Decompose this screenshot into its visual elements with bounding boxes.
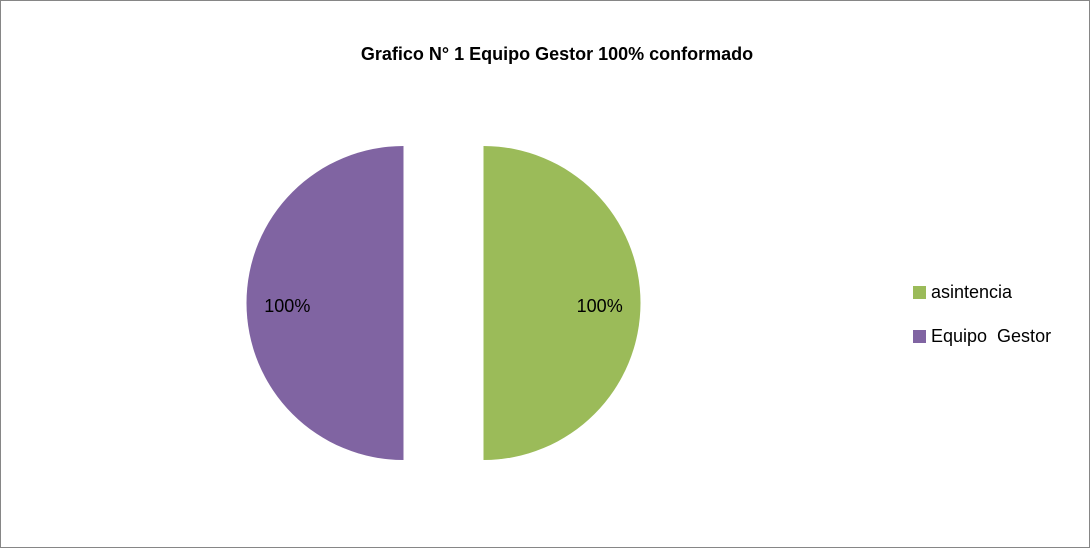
data-label: 100%: [577, 296, 623, 316]
legend-swatch: [913, 286, 926, 299]
pie-slice: [483, 146, 641, 460]
chart-title: Grafico N° 1 Equipo Gestor 100% conforma…: [361, 44, 753, 64]
legend-label: asintencia: [931, 282, 1013, 302]
legend-swatch: [913, 330, 926, 343]
pie-slice: [246, 146, 404, 460]
data-label: 100%: [264, 296, 310, 316]
legend-label: Equipo Gestor: [931, 326, 1051, 346]
